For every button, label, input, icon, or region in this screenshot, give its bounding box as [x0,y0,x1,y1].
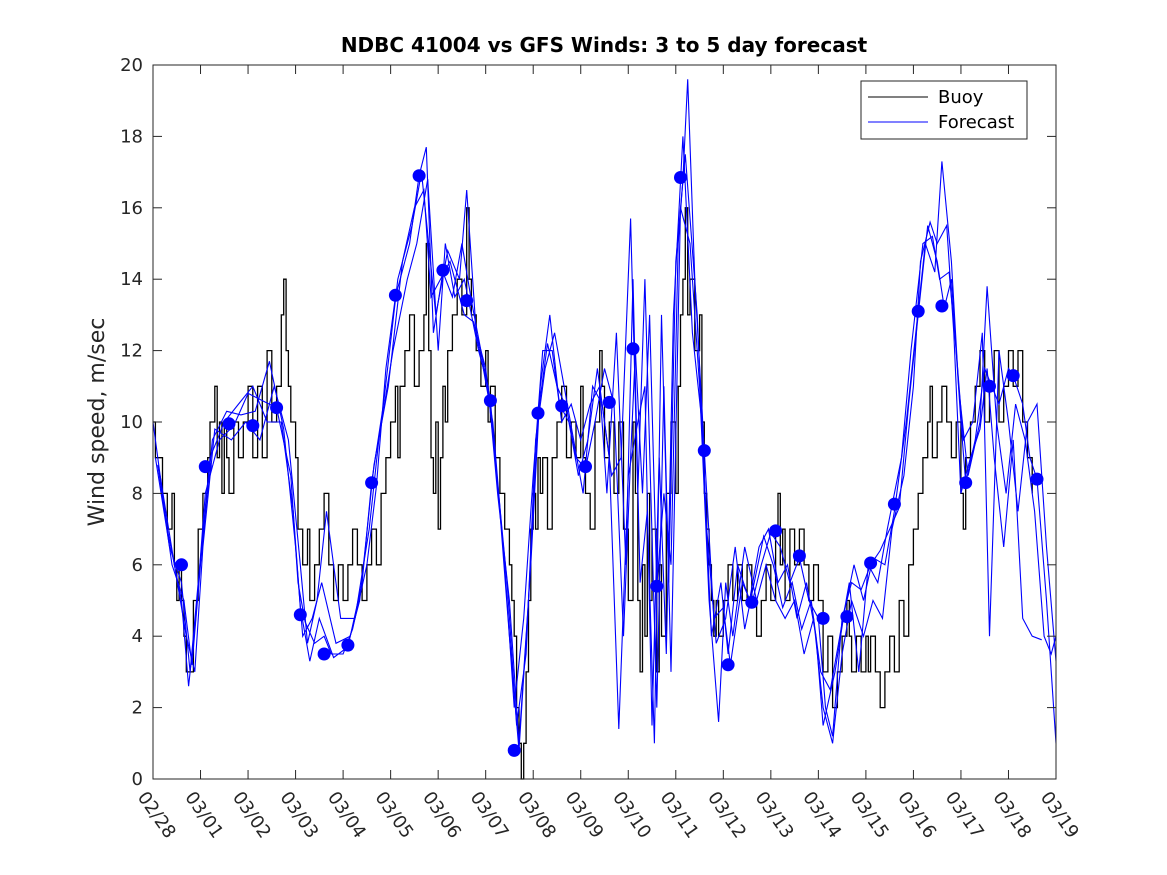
forecast-marker-23 [697,444,711,458]
x-tick-label: 03/17 [941,788,988,843]
chart-title: NDBC 41004 vs GFS Winds: 3 to 5 day fore… [341,33,868,57]
x-tick-label: 03/04 [323,788,370,843]
x-tick-label: 03/01 [180,788,227,843]
x-tick-label: 03/12 [703,788,750,843]
forecast-marker-12 [436,263,450,277]
x-tick-label: 03/08 [513,788,560,843]
x-tick-label: 03/10 [608,788,655,843]
forecast-marker-32 [911,304,925,318]
y-tick-label: 16 [120,198,143,219]
forecast-marker-25 [745,595,759,609]
forecast-marker-29 [840,610,854,624]
legend-box [860,80,1028,140]
forecast-marker-3 [222,417,236,431]
forecast-marker-31 [887,497,901,511]
forecast-marker-6 [293,608,307,622]
forecast-marker-4 [246,419,260,433]
x-tick-label: 03/11 [656,788,703,843]
forecast-marker-8 [341,638,355,652]
forecast-markers [175,169,1044,757]
y-tick-label: 8 [132,483,143,504]
forecast-series-group [152,79,1057,751]
forecast-marker-33 [935,299,949,313]
forecast-line-2 [154,136,1057,730]
x-tick-label: 03/19 [1036,788,1083,843]
legend: Buoy Forecast [860,80,1028,140]
y-tick-label: 12 [120,341,143,362]
forecast-marker-35 [983,379,996,393]
forecast-marker-19 [602,395,616,409]
x-tick-label: 03/05 [371,788,418,843]
x-tick-label: 02/28 [133,788,180,843]
buoy-series [153,207,1033,780]
forecast-marker-34 [959,476,973,490]
x-tick-label: 03/16 [893,788,940,843]
y-axis: 0 2 4 6 8 10 12 14 16 18 20 [120,55,1056,790]
x-tick-label: 03/07 [466,788,513,843]
buoy-line [153,207,1033,780]
x-tick-label: 03/02 [228,788,275,843]
forecast-marker-1 [175,558,188,572]
forecast-marker-26 [769,524,783,538]
forecast-marker-28 [816,611,830,625]
forecast-marker-36 [1006,369,1020,383]
forecast-marker-7 [317,647,331,661]
forecast-marker-30 [864,556,878,570]
x-tick-label: 03/06 [418,788,465,843]
y-tick-label: 10 [120,412,143,433]
y-tick-label: 6 [132,555,143,576]
x-tick-label: 03/09 [561,788,608,843]
forecast-line-3 [157,154,1057,744]
forecast-marker-10 [388,288,402,302]
forecast-marker-20 [626,342,640,356]
forecast-marker-37 [1030,472,1044,486]
y-axis-label: Wind speed, m/sec [85,318,110,527]
y-tick-label: 20 [120,55,143,76]
forecast-marker-18 [579,460,592,474]
forecast-marker-24 [721,658,735,672]
x-tick-label: 03/13 [751,788,798,843]
y-tick-label: 2 [132,698,143,719]
y-tick-label: 4 [132,626,143,647]
forecast-marker-9 [365,476,379,490]
x-tick-label: 03/18 [988,788,1035,843]
legend-label-forecast: Forecast [938,112,1014,133]
forecast-marker-17 [555,399,569,413]
forecast-marker-2 [198,460,212,474]
forecast-marker-21 [650,579,664,593]
y-tick-label: 14 [120,269,143,290]
forecast-marker-14 [483,394,497,408]
x-tick-label: 03/14 [798,788,845,843]
legend-label-buoy: Buoy [938,87,984,108]
forecast-line-4 [159,179,1042,744]
forecast-marker-11 [412,169,426,183]
forecast-marker-15 [507,743,521,757]
y-tick-label: 0 [132,769,143,790]
x-tick-label: 03/15 [846,788,893,843]
x-tick-label: 03/03 [276,788,323,843]
forecast-marker-13 [460,294,474,308]
y-tick-label: 18 [120,126,143,147]
forecast-marker-5 [270,401,284,415]
forecast-marker-22 [674,171,687,184]
forecast-marker-27 [792,549,806,563]
forecast-marker-16 [531,406,545,420]
